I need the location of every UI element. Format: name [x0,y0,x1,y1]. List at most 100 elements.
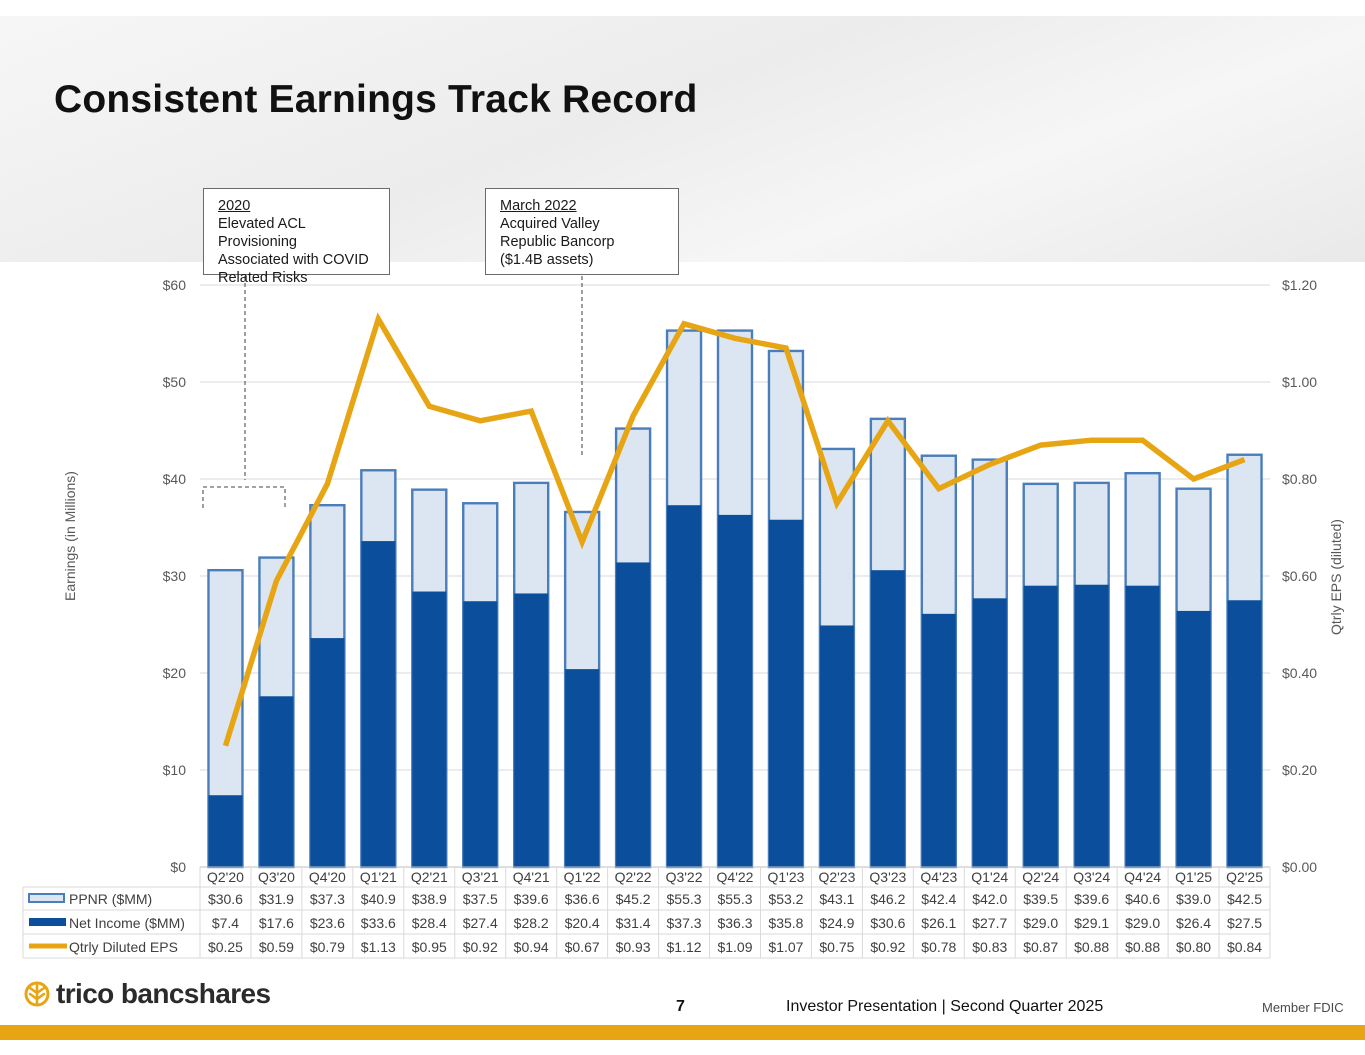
category-label: Q4'23 [920,869,957,885]
data-label: $39.6 [514,891,549,907]
right-tick-label: $1.00 [1282,374,1317,390]
category-label: Q1'24 [971,869,1008,885]
category-label: Q3'20 [258,869,295,885]
callout-2020-bracket [202,486,286,508]
legend-label: Qtrly Diluted EPS [69,939,178,955]
data-label: $27.5 [1227,915,1262,931]
category-label: Q3'21 [462,869,499,885]
right-axis-title: Qtrly EPS (diluted) [1328,519,1344,635]
category-label: Q1'23 [767,869,804,885]
data-label: $30.6 [870,915,905,931]
net-income-bar [208,795,243,867]
net-income-bar [412,591,447,867]
data-label: $0.80 [1176,939,1211,955]
category-label: Q2'22 [615,869,652,885]
category-label: Q2'21 [411,869,448,885]
category-label: Q1'22 [564,869,601,885]
brand-name: trico bancshares [56,978,271,1009]
data-label: $26.1 [921,915,956,931]
left-tick-label: $40 [163,471,187,487]
legend-key-net-income [29,918,66,926]
legend-label: PPNR ($MM) [69,891,152,907]
category-label: Q4'24 [1124,869,1161,885]
net-income-bar [921,613,956,867]
net-income-bar [565,669,600,867]
data-label: $0.88 [1074,939,1109,955]
data-label: $0.84 [1227,939,1262,955]
data-label: $36.6 [565,891,600,907]
data-label: $0.94 [514,939,549,955]
page-number: 7 [676,998,685,1015]
callout-2020-line: Associated with COVID [218,252,369,268]
company-logo: trico bancshares [24,976,271,1012]
right-tick-label: $0.60 [1282,568,1317,584]
data-label: $0.75 [819,939,854,955]
callout-2022-line: Acquired Valley [500,216,600,232]
data-label: $0.88 [1125,939,1160,955]
data-label: $31.4 [616,915,651,931]
data-label: $0.92 [870,939,905,955]
data-label: $37.3 [310,891,345,907]
data-label: $33.6 [361,915,396,931]
data-label: $0.59 [259,939,294,955]
net-income-bar [514,593,549,867]
net-income-bar [768,519,803,867]
top-strip [0,0,1365,16]
data-label: $37.3 [667,915,702,931]
earnings-chart: $0 $10 $20 $30 $40 $50 $60 $0.00 $0.20 $0.40 $0.60… [22,276,1344,959]
callout-2020-line: Elevated ACL Provisioning [218,216,306,250]
data-label: $29.0 [1125,915,1160,931]
legend-key-ppnr [28,893,65,903]
net-income-bar [463,601,498,867]
data-label: $42.5 [1227,891,1262,907]
wheat-logo-icon [24,981,50,1007]
right-tick-label: $0.40 [1282,665,1317,681]
data-label: $39.6 [1074,891,1109,907]
net-income-bar [718,514,752,867]
data-label: $40.9 [361,891,396,907]
data-label: $1.07 [768,939,803,955]
callout-2022-line: Republic Bancorp [500,234,615,250]
category-label: Q3'23 [869,869,906,885]
category-label: Q2'24 [1022,869,1059,885]
left-tick-label: $30 [163,568,187,584]
legend-label: Net Income ($MM) [69,915,185,931]
data-label: $35.8 [768,915,803,931]
right-tick-label: $0.00 [1282,859,1317,875]
category-label: Q4'21 [513,869,550,885]
data-label: $27.4 [463,915,498,931]
net-income-bar [310,638,345,867]
data-label: $1.13 [361,939,396,955]
data-label: $55.3 [667,891,702,907]
data-label: $24.9 [819,915,854,931]
data-label: $0.93 [616,939,651,955]
left-axis-title: Earnings (in Millions) [62,471,78,601]
category-label: Q4'22 [717,869,754,885]
right-tick-label: $0.20 [1282,762,1317,778]
data-label: $0.67 [565,939,600,955]
member-fdic: Member FDIC [1262,1000,1344,1015]
data-label: $0.92 [463,939,498,955]
category-label: Q1'21 [360,869,397,885]
category-label: Q2'20 [207,869,244,885]
data-label: $46.2 [870,891,905,907]
category-label: Q2'25 [1226,869,1263,885]
net-income-bar [819,625,854,867]
right-tick-label: $0.80 [1282,471,1317,487]
left-tick-label: $10 [163,762,187,778]
data-label: $7.4 [212,915,239,931]
data-label: $28.4 [412,915,447,931]
data-label: $40.6 [1125,891,1160,907]
category-label: Q3'22 [666,869,703,885]
data-label: $31.9 [259,891,294,907]
category-label: Q2'23 [818,869,855,885]
data-label: $53.2 [768,891,803,907]
callout-2020-line: Related Risks [218,270,308,286]
net-income-bar [1176,610,1211,867]
data-label: $37.5 [463,891,498,907]
data-label: $23.6 [310,915,345,931]
bottom-accent-bar [0,1025,1365,1040]
data-label: $38.9 [412,891,447,907]
callout-2022-line: ($1.4B assets) [500,252,594,268]
data-label: $20.4 [565,915,600,931]
